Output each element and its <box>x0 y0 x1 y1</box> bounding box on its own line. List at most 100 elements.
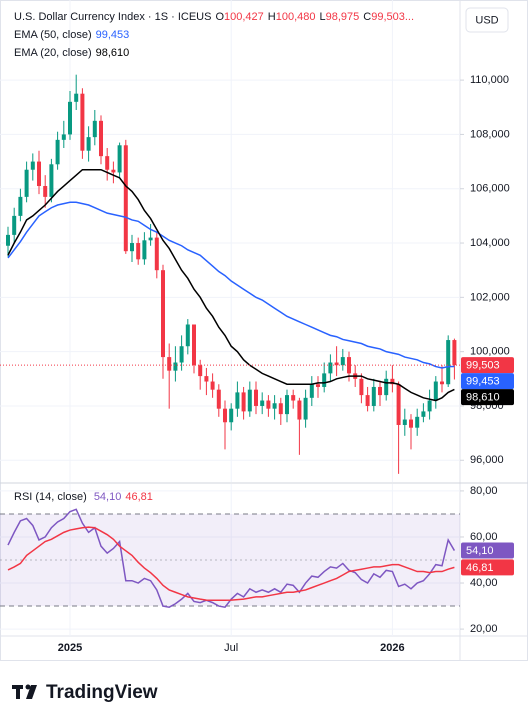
candle-body <box>328 362 333 374</box>
legend-row: U.S. Dollar Currency Index · 1S · ICEUS O… <box>14 8 418 26</box>
x-tick-label: 2025 <box>58 642 82 654</box>
candle-body <box>198 365 203 377</box>
y-tick-label: 40,00 <box>470 577 498 589</box>
candle-body <box>161 270 165 358</box>
candle-body <box>421 411 426 417</box>
y-tick-label: 108,000 <box>470 128 510 140</box>
y-tick-label: 102,000 <box>470 291 510 303</box>
candle-body <box>105 156 110 170</box>
candle-body <box>235 392 240 409</box>
price-legend: U.S. Dollar Currency Index · 1S · ICEUS O… <box>14 8 418 62</box>
tradingview-logo: TradingView <box>12 682 158 703</box>
y-tick-label: 60,00 <box>470 531 498 543</box>
candle-body <box>427 400 432 412</box>
indicator-line <box>7 508 456 609</box>
candle-body <box>167 357 172 371</box>
legend-row: EMA (50, close) 99,453 <box>14 26 418 44</box>
candle-body <box>365 395 370 406</box>
candle-body <box>216 389 221 409</box>
candle-body <box>210 381 215 390</box>
candle-body <box>74 93 79 102</box>
y-tick-label: 100,000 <box>470 346 510 358</box>
ohlc-value: 100,480 <box>275 11 316 23</box>
rsi-legend: RSI (14, close) 54,10 46,81 <box>14 488 157 506</box>
candle-body <box>86 137 91 151</box>
candle-body <box>111 169 116 173</box>
ohlc-value: 99,503... <box>371 11 415 23</box>
candle-body <box>396 384 401 425</box>
candle-body <box>291 395 296 401</box>
currency-label: USD <box>475 14 498 26</box>
legend-value: 98,610 <box>95 47 130 59</box>
candle-body <box>309 384 314 398</box>
candle-body <box>18 196 23 216</box>
y-tick-label: 110,000 <box>470 74 509 86</box>
candle-body <box>123 145 128 252</box>
candle-body <box>204 376 209 382</box>
ohlc-value: 100,427 <box>224 11 264 23</box>
legend-value: 99,453 <box>95 29 130 41</box>
candle-body <box>136 243 141 260</box>
price-badge <box>461 373 514 390</box>
price-badge-label: 54,10 <box>466 545 494 557</box>
candle-body <box>297 400 302 420</box>
legend-value: 54,10 <box>93 491 122 503</box>
candle-body <box>340 357 345 366</box>
y-tick-label: 104,000 <box>470 237 510 249</box>
candle-body <box>433 381 438 401</box>
candle-body <box>316 384 320 387</box>
x-tick-label: Jul <box>224 642 238 654</box>
candle-body <box>37 161 41 187</box>
candle-body <box>347 357 351 374</box>
x-tick-label: 2026 <box>380 642 404 654</box>
legend-value: 46,81 <box>125 491 153 503</box>
candle-body <box>415 416 420 428</box>
legend-rows: EMA (50, close) 99,453 EMA (20, close) 98,6… <box>14 26 418 62</box>
legend-name: EMA (50, close) <box>14 29 92 41</box>
candle-body <box>55 139 60 165</box>
ohlc-value: 98,975 <box>325 11 360 23</box>
price-badge-label: 99,453 <box>466 376 500 388</box>
price-badge <box>461 559 514 576</box>
rsi-title: RSI (14, close) <box>14 491 87 503</box>
y-tick-label: 20,00 <box>470 623 498 635</box>
candle-body <box>148 237 153 241</box>
indicator-line <box>7 201 455 369</box>
candle-body <box>334 362 339 366</box>
candle-body <box>272 403 277 409</box>
candle-body <box>24 169 29 197</box>
candle-body <box>378 386 382 396</box>
instrument-title: U.S. Dollar Currency Index · 1S · ICEUS <box>14 11 212 23</box>
candle-body <box>260 400 265 406</box>
currency-box[interactable] <box>465 7 509 33</box>
y-tick-label: 106,000 <box>470 183 510 195</box>
candle-body <box>68 101 72 135</box>
candle-body <box>173 362 178 371</box>
logo-shape <box>25 684 31 690</box>
legend-row: EMA (20, close) 98,610 <box>14 44 418 62</box>
candle-body <box>30 161 35 170</box>
candle-body <box>390 378 395 385</box>
candle-body <box>285 395 289 415</box>
candle-body <box>452 340 457 366</box>
candle-body <box>278 403 283 415</box>
candle-body <box>185 324 190 347</box>
candle-body <box>154 237 159 271</box>
y-tick-label: 96,000 <box>470 454 504 466</box>
price-badge-label: 98,610 <box>466 392 500 404</box>
price-badge-label: 46,81 <box>466 562 494 574</box>
brand-name: TradingView <box>46 682 158 703</box>
ohlc-letter: L <box>319 11 326 23</box>
candle-body <box>359 378 364 396</box>
candle-body <box>192 324 196 366</box>
candle-body <box>241 392 246 412</box>
logo-shape <box>16 685 20 699</box>
candle-body <box>12 215 17 235</box>
price-badge <box>461 389 514 406</box>
legend-name: EMA (20, close) <box>14 47 92 59</box>
candle-body <box>440 381 444 385</box>
candle-body <box>303 397 308 420</box>
candle-body <box>43 186 48 197</box>
price-badge <box>461 357 514 374</box>
